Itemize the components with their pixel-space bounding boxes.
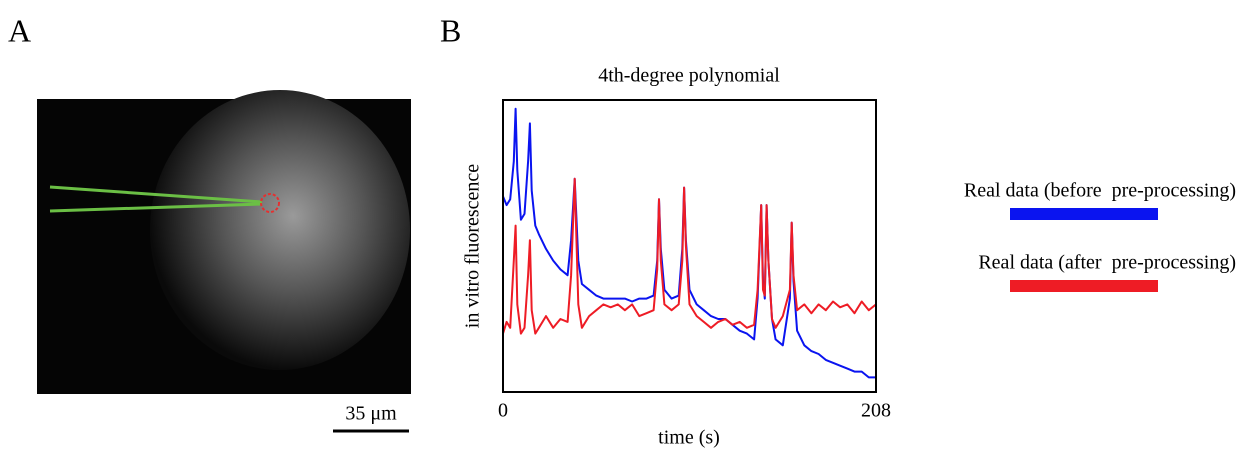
micrograph [37,90,411,394]
series-line [502,107,876,379]
plot-frame [502,99,877,393]
x-tick-label: 0 [498,400,508,422]
panel-label: A [8,12,31,48]
x-axis-label: time (s) [658,427,720,449]
series-line [502,177,877,335]
chart-title: 4th-degree polynomial [598,65,780,87]
panel-label: B [440,12,461,48]
scale-label: 35 μm [345,403,397,425]
legend-label: Real data (before pre-processing) [964,180,1236,202]
y-axis-label: in vitro fluorescence [462,164,484,328]
legend-label: Real data (after pre-processing) [978,252,1236,274]
x-tick-label: 208 [861,400,891,422]
